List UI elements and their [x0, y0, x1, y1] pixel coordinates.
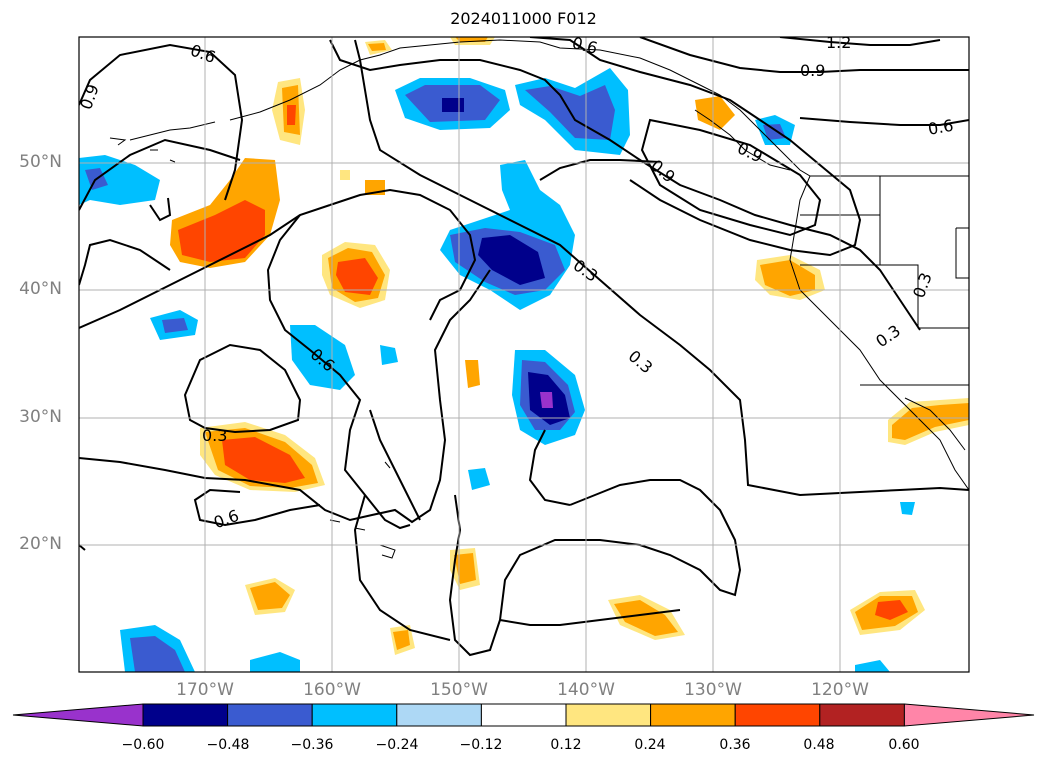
lon-label: 130°W: [684, 680, 742, 700]
colorbar-segment: [480, 703, 567, 727]
contour-label: 0.6: [570, 33, 600, 58]
lat-label: 20°N: [19, 534, 62, 554]
colorbar-tick-label: 0.24: [634, 737, 666, 753]
lat-label: 30°N: [19, 407, 62, 427]
colorbar-segment: [311, 703, 398, 727]
height-contours: [79, 37, 969, 657]
colorbar-extend-max: [903, 703, 1035, 727]
colorbar-segment: [734, 703, 821, 727]
colorbar-tick-label: −0.36: [290, 737, 334, 753]
lon-label: 160°W: [303, 680, 361, 700]
colorbar-tick-label: 0.48: [803, 737, 835, 753]
coastlines: [109, 39, 969, 559]
colorbar-tick-label: 0.60: [888, 737, 920, 753]
contour-label: 0.3: [202, 426, 227, 445]
colorbar-extend-min: [12, 703, 144, 727]
gridlines: [79, 37, 969, 672]
contour-label: 0.9: [76, 82, 103, 112]
colorbar-segment: [650, 703, 736, 727]
lon-label: 140°W: [557, 680, 615, 700]
colorbar-tick-label: −0.12: [459, 737, 503, 753]
lat-label: 50°N: [19, 152, 62, 172]
contour-label: 0.3: [625, 346, 657, 377]
colorbar-tick-label: −0.48: [206, 737, 250, 753]
map-area: 0.6 0.9 1.2 0.9 0.6 0.6 0.9 0.9 0.3 0.6 …: [76, 33, 969, 672]
lon-label: 150°W: [430, 680, 488, 700]
contour-label: 0.3: [909, 270, 936, 300]
colorbar-segment: [227, 703, 313, 727]
contour-label: 0.3: [872, 321, 904, 351]
colorbar-tick-label: 0.36: [719, 737, 751, 753]
contour-label: 0.6: [188, 40, 218, 67]
contour-label: 0.6: [211, 506, 241, 533]
contour-label: 0.6: [927, 116, 955, 139]
colorbar-segment: [565, 703, 652, 727]
colorbar-tick-label: −0.24: [375, 737, 419, 753]
lon-label: 170°W: [176, 680, 234, 700]
map-title: 2024011000 F012: [450, 9, 597, 28]
colorbar-segment: [142, 703, 229, 727]
colorbar-segment: [396, 703, 482, 727]
colorbar-segment: [819, 703, 905, 727]
map-frame: [78, 36, 970, 673]
contour-label: 0.9: [800, 61, 825, 80]
lon-label: 120°W: [811, 680, 869, 700]
colorbar-tick-label: −0.60: [121, 737, 165, 753]
colorbar-tick-label: 0.12: [550, 737, 582, 753]
lat-label: 40°N: [19, 279, 62, 299]
contour-label: 0.3: [570, 256, 602, 286]
contour-label: 1.2: [826, 33, 851, 52]
colorbar: [12, 703, 1035, 727]
